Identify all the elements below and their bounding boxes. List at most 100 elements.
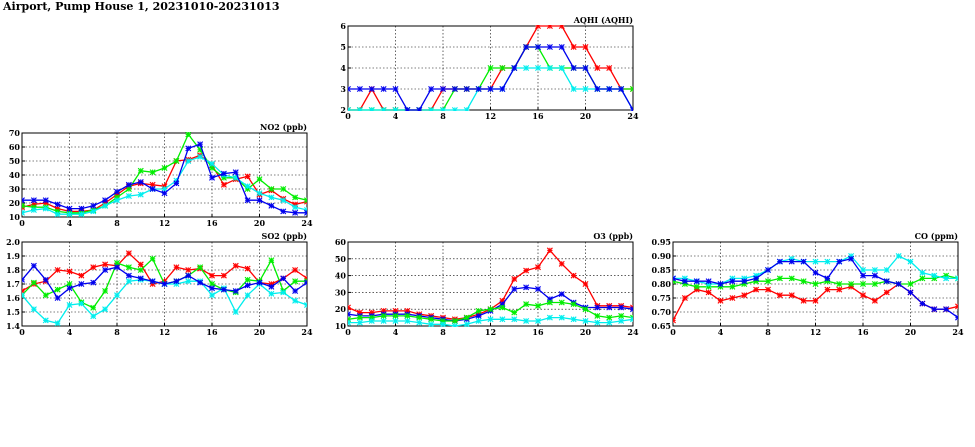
co-series-1-point <box>919 275 926 282</box>
aqhi-series-3-point <box>392 86 399 92</box>
no2-series-3-point <box>30 197 37 204</box>
no2-series-3-point <box>66 205 73 212</box>
o3-xtick-label: 0 <box>345 327 351 337</box>
aqhi-series-2-point <box>546 65 553 71</box>
co-ytick-label: 0.85 <box>652 265 671 275</box>
aqhi-xtick-label: 0 <box>345 111 351 121</box>
o3-series-1-point <box>523 284 530 291</box>
so2-series-0-point <box>102 261 109 268</box>
co-series-0-point <box>753 286 760 293</box>
aqhi-series-3-point <box>558 44 565 50</box>
so2-series-3-point <box>102 267 109 273</box>
co-series-0-point <box>765 286 771 293</box>
o3-series-1-point <box>511 286 518 293</box>
co-panel: 0 4 8 12 16 20 24 0.65 0.70 0.75 0.80 0.85 0.90 0.95 C… <box>652 231 964 337</box>
so2-series-0-point <box>232 262 239 269</box>
o3-series-0-point <box>558 260 565 267</box>
no2-series-3-point <box>149 186 156 192</box>
no2-series-line-1 <box>22 133 307 214</box>
co-series-2-point <box>812 258 819 265</box>
aqhi-series-3-point <box>606 86 613 92</box>
o3-series-1-point <box>558 291 565 298</box>
aqhi-series-2-point <box>523 65 530 71</box>
so2-series-3-point <box>209 285 215 292</box>
so2-ytick-label: 2.0 <box>6 237 20 247</box>
co-series-0-point <box>824 286 831 293</box>
o3-ytick-label: 30 <box>335 287 347 297</box>
aqhi-panel: 0 4 8 12 16 20 24 2 3 4 5 6 AQHI (AQHI) <box>340 15 639 121</box>
so2-series-group <box>22 250 307 327</box>
no2-series-2-point <box>30 207 37 213</box>
co-series-3-point <box>871 272 878 279</box>
aqhi-series-2-point <box>451 107 458 111</box>
no2-series-1-point <box>268 186 275 192</box>
aqhi-series-2-point <box>428 107 435 111</box>
o3-series-2-point <box>594 312 601 319</box>
so2-series-0-point <box>90 264 97 271</box>
no2-series-2-point <box>185 158 192 164</box>
aqhi-series-3-point <box>499 86 506 92</box>
so2-series-0-point <box>66 268 73 275</box>
no2-series-3-point <box>304 209 307 216</box>
co-series-1-point <box>860 281 866 287</box>
no2-series-2-point <box>22 209 25 216</box>
aqhi-series-group <box>348 25 633 111</box>
so2-series-3-point <box>185 272 192 279</box>
so2-series-3-point <box>78 281 85 287</box>
no2-xtick-label: 4 <box>67 218 73 228</box>
no2-xtick-label: 24 <box>301 218 313 228</box>
so2-series-1-point <box>244 276 251 283</box>
co-series-3-point <box>717 281 724 287</box>
no2-series-3-point <box>114 188 120 195</box>
so2-ytick-label: 1.4 <box>6 321 20 331</box>
co-ytick-label: 0.65 <box>652 321 671 331</box>
so2-xtick-label: 4 <box>67 327 73 337</box>
co-series-2-point <box>883 267 890 273</box>
o3-series-2-point <box>392 312 399 319</box>
o3-series-1-point <box>475 312 482 319</box>
no2-series-1-point <box>280 186 287 192</box>
aqhi-series-3-point <box>570 65 577 71</box>
co-series-3-point <box>812 269 819 276</box>
no2-series-3-point <box>268 202 275 209</box>
co-series-3-point <box>836 258 843 265</box>
o3-series-2-point <box>416 314 423 321</box>
co-series-3-point <box>753 275 760 282</box>
no2-series-2-point <box>42 205 49 212</box>
so2-series-0-point <box>125 250 132 257</box>
so2-series-1-point <box>42 292 49 299</box>
so2-series-0-point <box>209 272 215 279</box>
o3-series-0-point <box>570 272 577 279</box>
aqhi-series-2-point <box>348 107 351 111</box>
no2-xtick-label: 8 <box>114 218 120 228</box>
so2-series-1-point <box>54 286 61 293</box>
aqhi-series-0-point <box>606 65 613 71</box>
aqhi-ytick-label: 3 <box>340 84 346 94</box>
no2-ytick-label: 10 <box>9 212 21 222</box>
no2-series-2-point <box>256 190 263 197</box>
o3-series-3-point <box>475 317 482 324</box>
o3-series-2-point <box>606 314 613 321</box>
so2-series-2-point <box>209 292 215 299</box>
no2-ytick-label: 30 <box>9 184 21 194</box>
aqhi-series-2-point <box>392 107 399 111</box>
so2-series-1-point <box>125 264 132 271</box>
o3-series-2-point <box>618 312 625 319</box>
no2-series-3-point <box>232 169 239 176</box>
so2-series-3-point <box>280 275 287 282</box>
so2-series-1-point <box>292 278 299 285</box>
so2-series-3-point <box>292 288 299 294</box>
o3-series-1-point <box>535 286 541 293</box>
so2-series-1-point <box>149 255 156 262</box>
o3-series-group <box>348 247 633 327</box>
aqhi-series-2-point <box>558 65 565 71</box>
o3-series-0-point <box>546 247 553 254</box>
o3-xtick-label: 4 <box>393 327 399 337</box>
so2-series-3-point <box>256 279 263 286</box>
o3-ytick-label: 50 <box>335 254 347 264</box>
co-xtick-label: 16 <box>857 327 869 337</box>
co-series-0-point <box>741 292 748 299</box>
so2-series-3-point <box>161 281 168 287</box>
o3-xtick-label: 12 <box>485 327 496 337</box>
o3-series-3-point <box>416 319 423 326</box>
